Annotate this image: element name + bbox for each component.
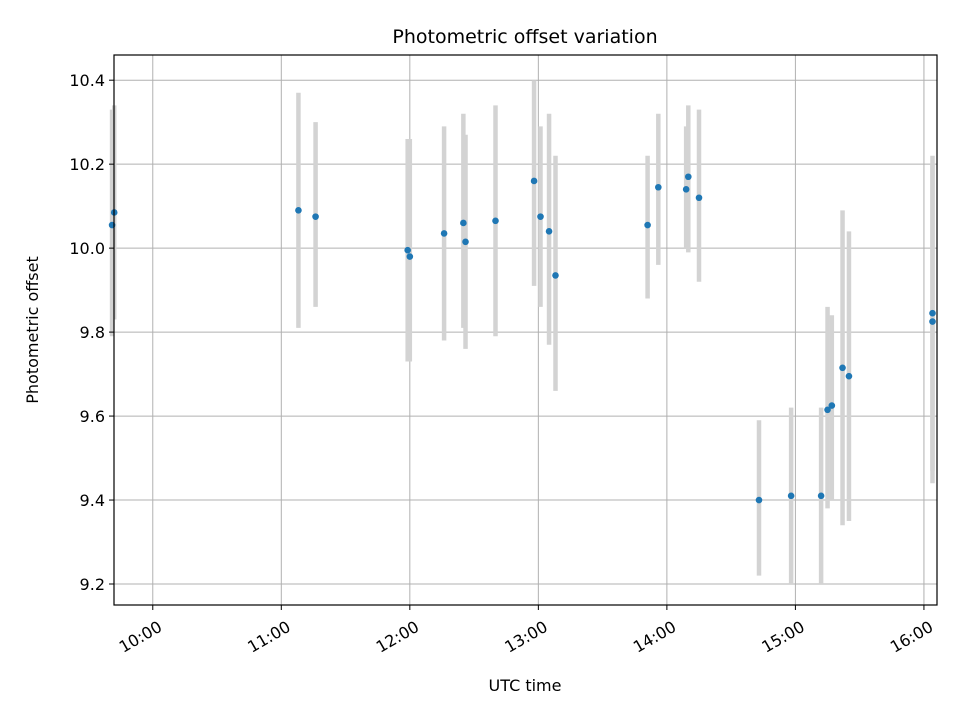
data-point bbox=[787, 492, 795, 500]
y-tick-label: 10.2 bbox=[69, 155, 105, 174]
chart-title: Photometric offset variation bbox=[392, 26, 657, 48]
y-tick-label: 9.4 bbox=[80, 491, 105, 510]
x-axis-label: UTC time bbox=[489, 676, 562, 695]
y-tick-label: 10.4 bbox=[69, 71, 105, 90]
data-point bbox=[644, 221, 651, 229]
y-axis: 9.2 9.4 9.6 9.8 10.0 10.2 10.4 bbox=[69, 71, 114, 594]
data-point bbox=[462, 238, 469, 246]
data-point bbox=[685, 173, 692, 181]
data-point bbox=[530, 177, 538, 185]
y-tick-label: 9.6 bbox=[80, 407, 105, 426]
data-point bbox=[824, 406, 831, 414]
data-point bbox=[406, 253, 414, 260]
data-point bbox=[929, 309, 936, 317]
data-point bbox=[537, 213, 544, 220]
data-point bbox=[755, 496, 763, 504]
data-point bbox=[552, 272, 559, 279]
data-point bbox=[404, 246, 411, 254]
y-tick-label: 10.0 bbox=[69, 239, 105, 258]
data-point bbox=[492, 217, 499, 225]
data-point bbox=[545, 228, 553, 235]
data-point bbox=[295, 207, 302, 214]
data-point bbox=[682, 186, 690, 193]
y-tick-label: 9.8 bbox=[80, 323, 105, 342]
data-point bbox=[845, 372, 853, 380]
data-point bbox=[655, 183, 662, 191]
plot-frame bbox=[113, 54, 938, 606]
data-points bbox=[108, 173, 936, 504]
grid bbox=[114, 55, 937, 605]
y-tick-label: 9.2 bbox=[80, 575, 105, 594]
data-point bbox=[817, 492, 825, 500]
data-point bbox=[929, 318, 936, 325]
data-point bbox=[440, 230, 448, 237]
data-point bbox=[312, 213, 319, 220]
data-point bbox=[828, 402, 836, 409]
data-point bbox=[695, 194, 703, 202]
data-point bbox=[460, 219, 467, 227]
y-axis-label: Photometric offset bbox=[23, 256, 42, 404]
data-point bbox=[839, 364, 846, 372]
